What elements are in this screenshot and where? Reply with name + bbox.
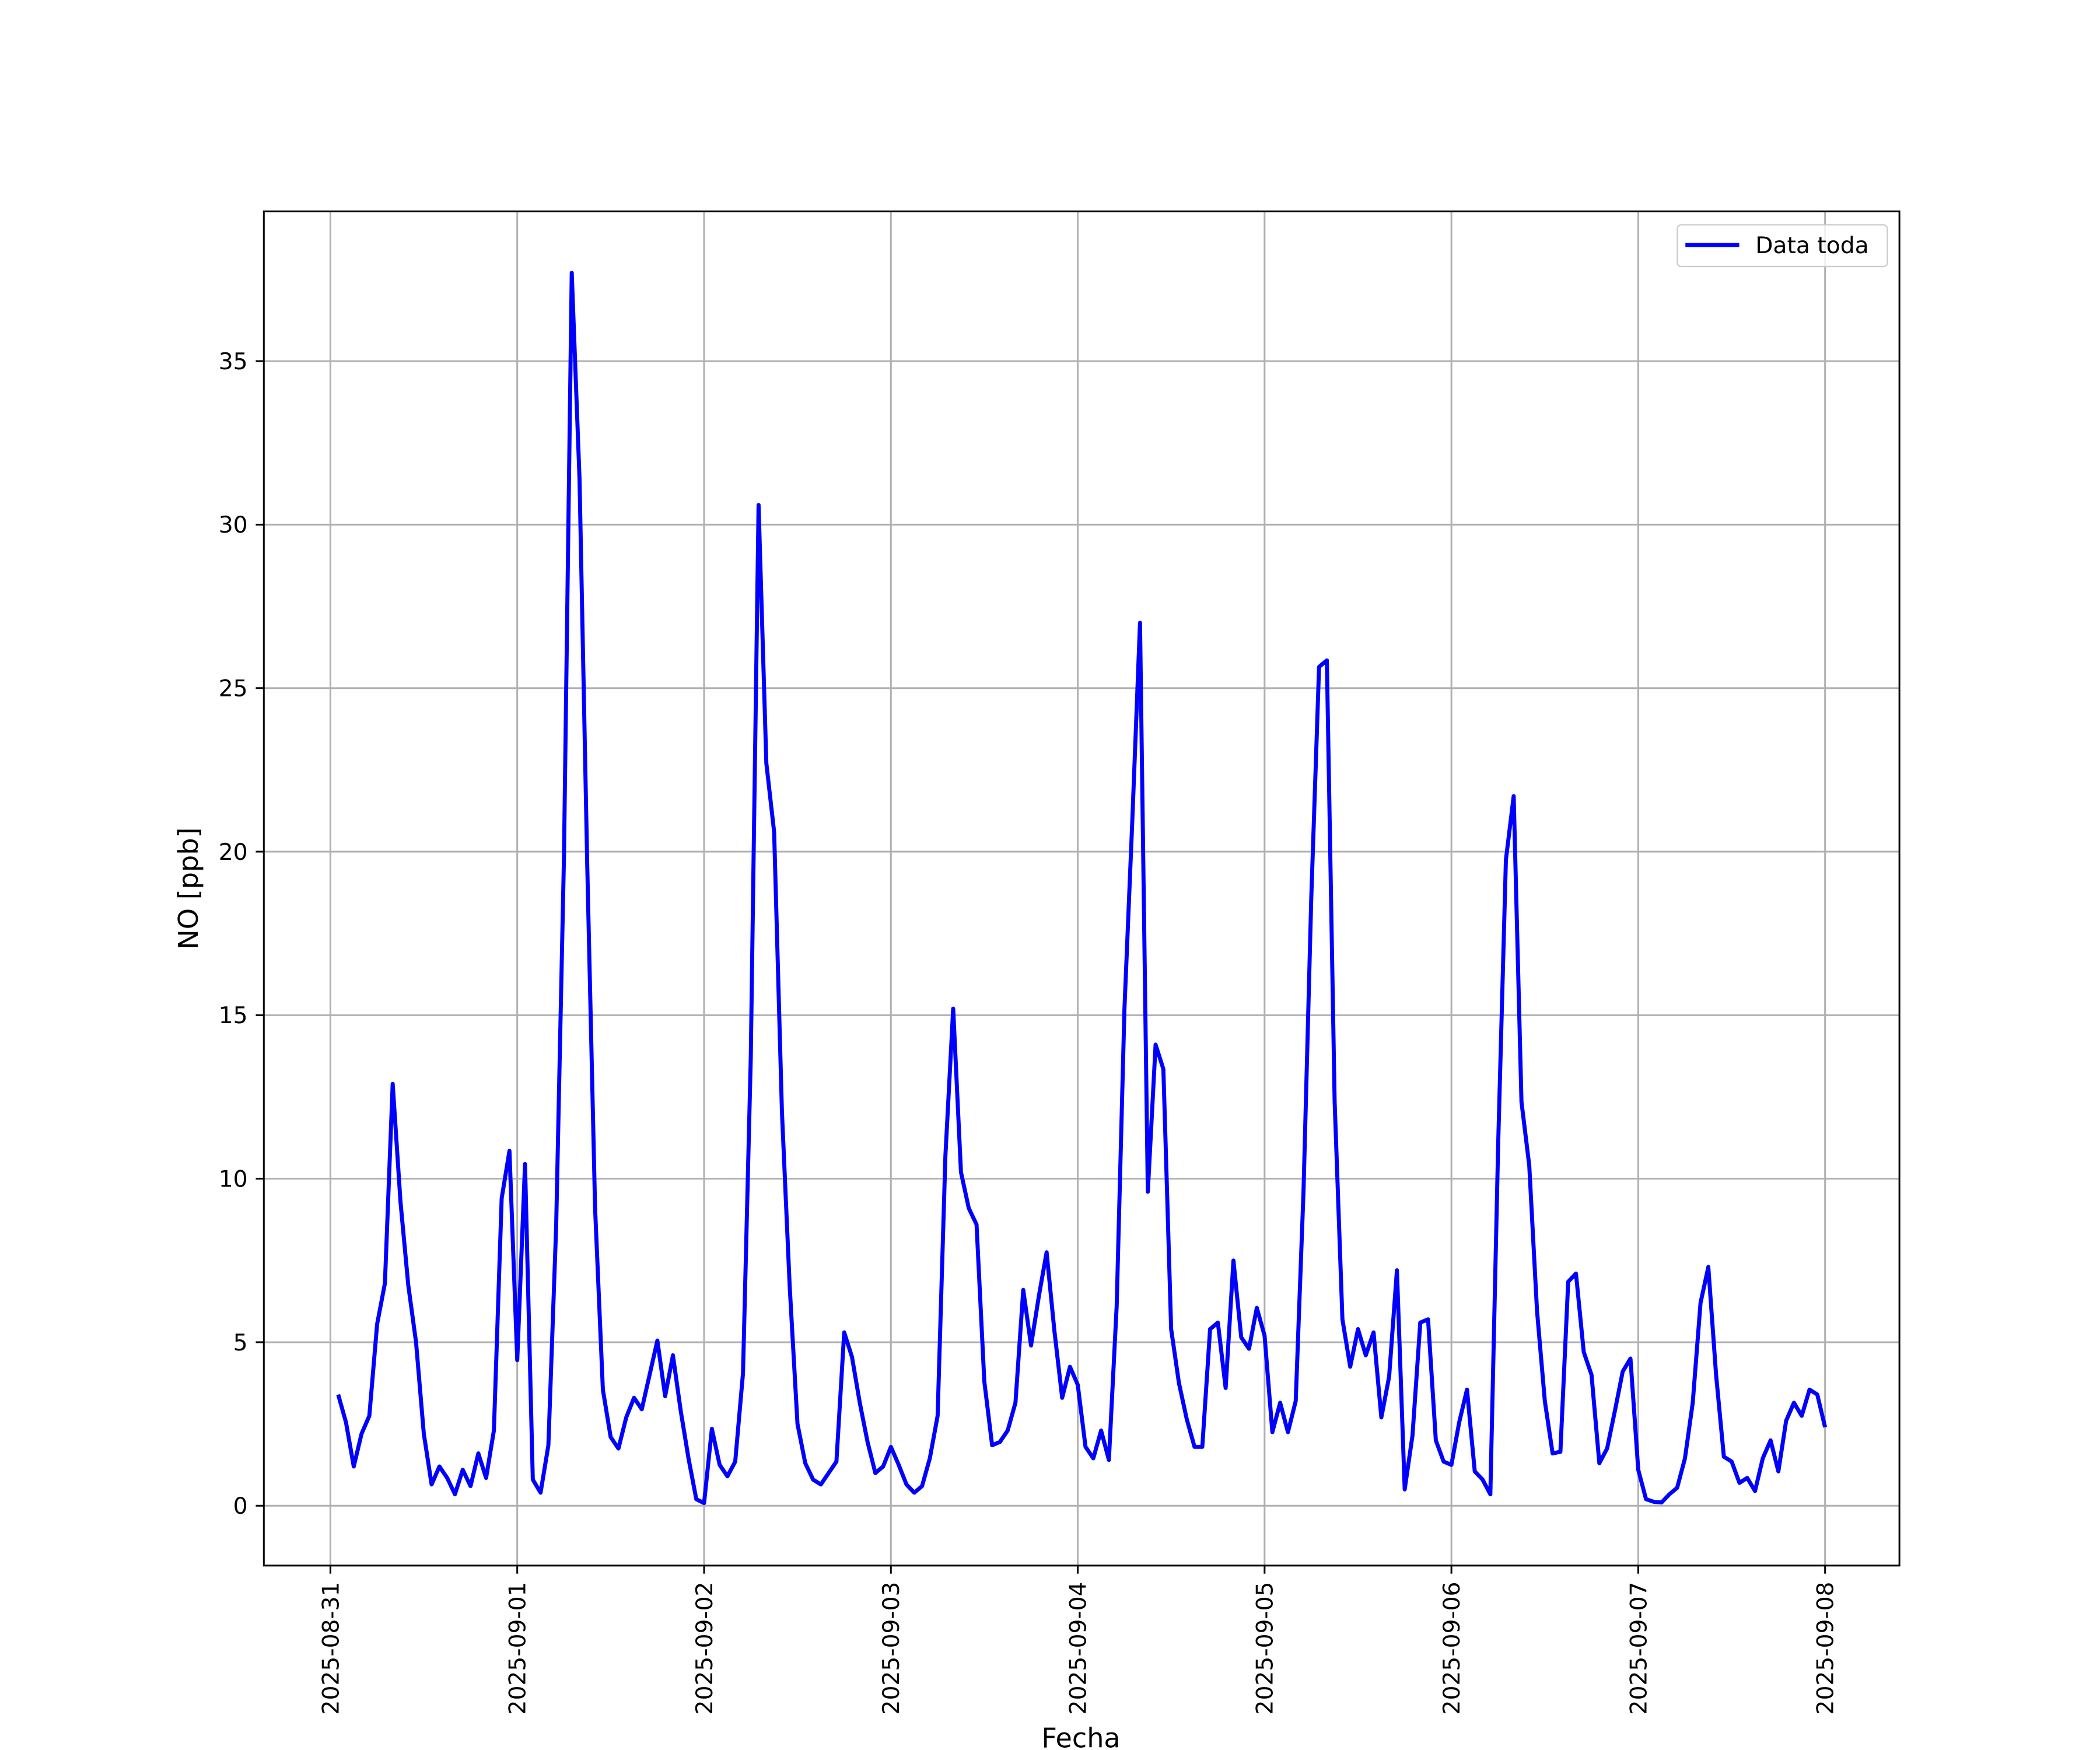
x-tick-label: 2025-09-02 bbox=[692, 1582, 718, 1715]
x-tick-label: 2025-09-05 bbox=[1252, 1582, 1279, 1715]
y-tick-label: 15 bbox=[219, 1003, 248, 1029]
y-tick-label: 30 bbox=[219, 512, 248, 538]
x-tick-label: 2025-09-03 bbox=[878, 1582, 905, 1715]
legend-label: Data toda bbox=[1755, 233, 1868, 259]
data-line bbox=[336, 271, 1828, 1506]
axes-frame bbox=[262, 210, 1901, 1567]
y-tick-label: 5 bbox=[233, 1330, 248, 1356]
x-tick-label: 2025-09-01 bbox=[505, 1582, 531, 1715]
x-tick-label: 2025-08-31 bbox=[318, 1582, 344, 1715]
y-tick-label: 25 bbox=[219, 676, 248, 702]
x-tick-label: 2025-09-06 bbox=[1439, 1582, 1465, 1715]
plot-area bbox=[336, 271, 1828, 1506]
legend-box bbox=[1676, 224, 1888, 268]
y-tick-label: 10 bbox=[219, 1166, 248, 1192]
y-axis-label: NO [ppb] bbox=[173, 827, 204, 949]
legend: Data toda bbox=[1676, 224, 1888, 268]
x-tick-label: 2025-09-07 bbox=[1626, 1582, 1652, 1715]
x-tick-label: 2025-09-04 bbox=[1065, 1582, 1091, 1715]
y-tick-label: 0 bbox=[233, 1493, 248, 1520]
x-axis-label: Fecha bbox=[1041, 1722, 1120, 1750]
y-tick-label: 35 bbox=[219, 349, 248, 375]
y-tick-label: 20 bbox=[219, 839, 248, 866]
ticks: 0 5 10 15 20 25 30 35 2025-08-31 2025-09-01 2025-0… bbox=[219, 349, 1839, 1715]
x-tick-label: 2025-09-08 bbox=[1813, 1582, 1839, 1715]
